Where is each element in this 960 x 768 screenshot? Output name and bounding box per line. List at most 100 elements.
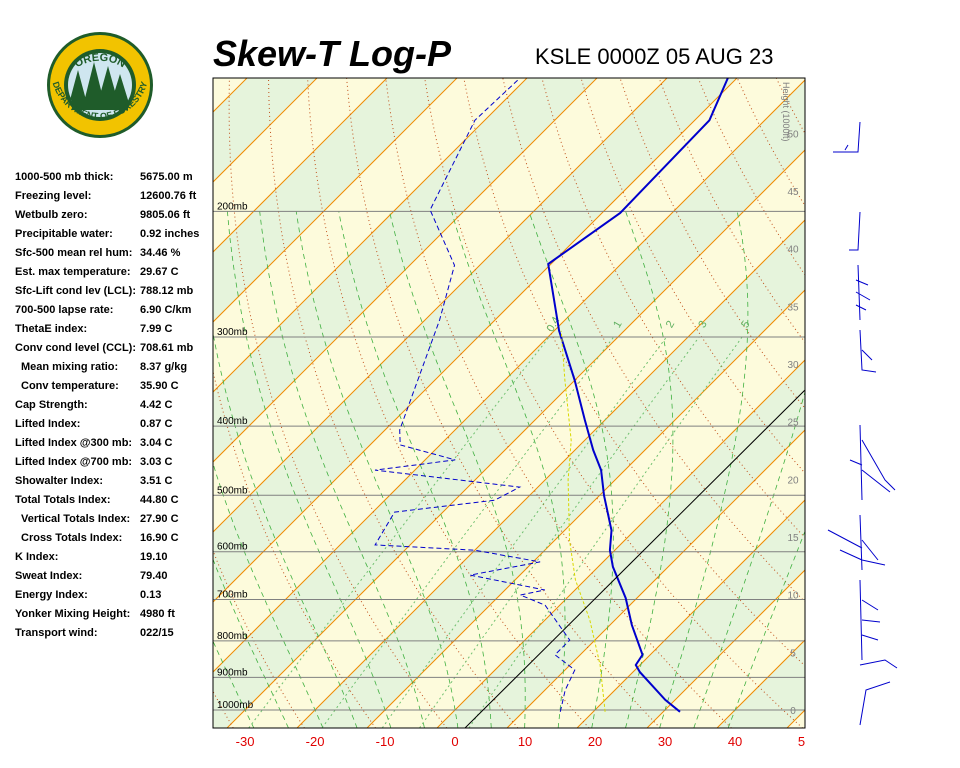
stat-value: 0.92 inches xyxy=(140,228,199,240)
mixing-ratio-label: 5 xyxy=(739,319,752,330)
stat-value: 9805.06 ft xyxy=(140,209,190,221)
isotherm xyxy=(506,429,805,728)
stat-label: Total Totals Index: xyxy=(15,494,111,506)
stat-label: ThetaE index: xyxy=(15,323,87,335)
reference-line xyxy=(464,389,805,728)
stat-value: 3.51 C xyxy=(140,475,172,487)
stat-label: K Index: xyxy=(15,551,58,563)
stat-label: Precipitable water: xyxy=(15,228,113,240)
y-tick-label: 700mb xyxy=(217,589,248,600)
stat-label: Cross Totals Index: xyxy=(21,532,122,544)
stat-value: 3.03 C xyxy=(140,456,172,468)
x-tick-label: -20 xyxy=(306,734,325,749)
isotherm xyxy=(786,709,805,728)
logo-top-text: OREGON xyxy=(73,52,128,71)
isotherm xyxy=(366,289,805,728)
logo-trees xyxy=(70,62,128,102)
y-tick-label: 600mb xyxy=(217,542,248,553)
x-tick-label: 0 xyxy=(451,734,458,749)
isotherm xyxy=(226,149,805,728)
stat-value: 0.87 C xyxy=(140,418,172,430)
wind-barb xyxy=(833,121,861,153)
stat-label: Transport wind: xyxy=(15,627,98,639)
mixing-ratio-label: 3 xyxy=(696,319,709,330)
x-tick-label: -10 xyxy=(376,734,395,749)
stat-value: 79.40 xyxy=(140,570,168,582)
stat-value: 12600.76 ft xyxy=(140,190,197,202)
stat-label: Cap Strength: xyxy=(15,399,88,411)
isotherm xyxy=(213,78,598,463)
wind-barb xyxy=(827,514,886,571)
stat-value: 4.42 C xyxy=(140,399,172,411)
y2-tick-label: 0 xyxy=(790,706,796,717)
x-axis: -30 -20 -10 0 10 20 30 40 50 xyxy=(236,734,805,749)
stats-table: 1000-500 mb thick: 5675.00 m Freezing leve… xyxy=(15,171,199,639)
moist-adiabat xyxy=(295,211,459,728)
y2-tick-label: 35 xyxy=(787,302,799,313)
isotherm xyxy=(213,78,458,323)
x-tick-label: 20 xyxy=(588,734,602,749)
stat-label: Lifted Index @300 mb: xyxy=(15,437,132,449)
x-tick-label: 40 xyxy=(728,734,742,749)
dry-adiabat xyxy=(815,78,960,728)
stat-label: Lifted Index: xyxy=(15,418,80,430)
moist-adiabat xyxy=(259,211,425,728)
chart-subtitle: KSLE 0000Z 05 AUG 23 xyxy=(535,44,774,69)
stat-value: 4980 ft xyxy=(140,608,175,620)
wind-barb xyxy=(859,659,898,726)
y2-tick-label: 25 xyxy=(787,418,799,429)
profile-line xyxy=(374,78,576,712)
dry-adiabat xyxy=(854,78,960,728)
stat-label: Conv temperature: xyxy=(21,380,119,392)
y2-tick-label: 10 xyxy=(787,591,799,602)
moist-adiabat xyxy=(227,211,392,728)
temperature-band xyxy=(787,710,805,728)
isotherm xyxy=(857,78,960,728)
logo-top: OREGON xyxy=(73,52,128,71)
isotherm xyxy=(213,78,738,603)
wind-barb xyxy=(849,424,896,501)
x-tick-label: 10 xyxy=(518,734,532,749)
stat-value: 29.67 C xyxy=(140,266,179,278)
isotherm xyxy=(213,79,805,673)
wind-barb xyxy=(855,264,871,321)
stat-label: Mean mixing ratio: xyxy=(21,361,118,373)
y2-tick-label: 40 xyxy=(787,245,799,256)
profile-line xyxy=(560,330,606,712)
logo-ground xyxy=(72,100,128,110)
y-tick-label: 1000mb xyxy=(217,700,254,711)
moist-adiabat xyxy=(693,390,805,728)
stat-label: Est. max temperature: xyxy=(15,266,131,278)
stat-label: Conv cond level (CCL): xyxy=(15,342,136,354)
temperature-band xyxy=(213,79,805,728)
stat-label: Vertical Totals Index: xyxy=(21,513,130,525)
dry-adiabat xyxy=(228,78,448,728)
wind-barbs xyxy=(827,121,898,726)
y-tick-label: 900mb xyxy=(217,667,248,678)
stat-label: Energy Index: xyxy=(15,589,88,601)
stat-value: 35.90 C xyxy=(140,380,179,392)
moist-adiabat xyxy=(213,462,324,728)
moist-adiabat xyxy=(451,211,566,728)
stat-label: Freezing level: xyxy=(15,190,91,202)
stat-value: 5675.00 m xyxy=(140,171,193,183)
stat-value: 3.04 C xyxy=(140,437,172,449)
moist-adiabat xyxy=(213,331,358,728)
moist-adiabat xyxy=(389,211,526,728)
stat-value: 788.12 mb xyxy=(140,285,193,297)
stat-value: 27.90 C xyxy=(140,513,179,525)
stat-value: 022/15 xyxy=(140,627,174,639)
isotherm xyxy=(213,78,668,533)
moist-adiabat xyxy=(213,640,255,728)
moist-adiabat xyxy=(625,211,674,728)
stat-value: 7.99 C xyxy=(140,323,172,335)
stat-label: Sweat Index: xyxy=(15,570,82,582)
stat-value: 19.10 xyxy=(140,551,168,563)
isotherm xyxy=(436,359,805,728)
mixing-ratio-label: 1 xyxy=(611,319,624,330)
stat-label: Sfc-500 mean rel hum: xyxy=(15,247,132,259)
mixing-ratio-label: 2 xyxy=(664,319,677,330)
mixing-ratio-line xyxy=(419,336,700,728)
y2-tick-label: 30 xyxy=(787,360,799,371)
